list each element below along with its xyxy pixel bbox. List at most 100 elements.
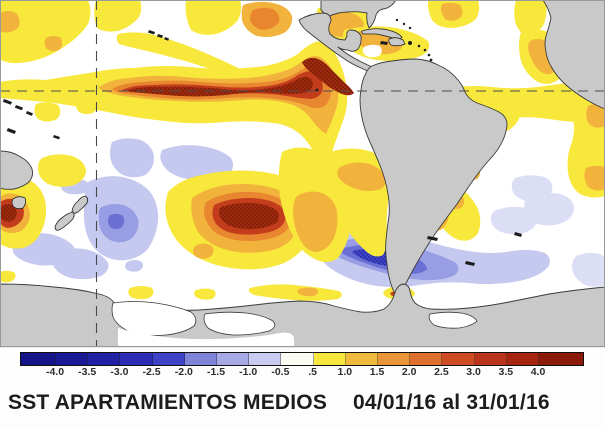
- colorbar-segment: [410, 353, 443, 365]
- colorbar-tick-label: -1.5: [206, 366, 226, 378]
- colorbar-tick-label: -3.5: [78, 366, 97, 378]
- south-georgia: [465, 261, 475, 266]
- ice-shelf-inlet-c: [428, 311, 478, 329]
- colorbar-segment: [474, 353, 507, 365]
- solomon-islands: [2, 99, 12, 105]
- map-canvas: [0, 0, 605, 347]
- caption-row: SST APARTAMIENTOS MEDIOS 04/01/16 al 31/…: [0, 381, 605, 415]
- warm-diagonal-band-north-pacific: [116, 32, 238, 77]
- hawaii-c: [164, 37, 169, 41]
- hawaii-a: [148, 30, 155, 35]
- colorbar-row: -4.0 -3.5 -3.0 -2.5 -2.0 -1.5 -1.0 -0.5 .5 1.0 1.5…: [0, 348, 605, 381]
- cuba: [361, 28, 403, 41]
- colorbar-tick-label: 1.5: [369, 366, 385, 378]
- colorbar-segment: [249, 353, 282, 365]
- sst-anomaly-map: [0, 0, 605, 348]
- warm-west-of-patagonia-core: [293, 191, 338, 252]
- south-pacific-warm-core-stippled: [219, 202, 279, 230]
- lesser-antilles-c: [427, 53, 431, 57]
- ice-shelf-bottom: [118, 328, 294, 347]
- trinidad: [429, 58, 433, 62]
- warm-morocco-offshore: [514, 0, 547, 36]
- colorbar-segment: [345, 353, 378, 365]
- jamaica: [380, 41, 388, 45]
- south-pacific-cold-spot: [108, 213, 125, 229]
- ross-ice-shelf: [111, 301, 197, 336]
- warm-antarctic-coast-b: [128, 286, 154, 300]
- warm-spot-below-south-pacific-blob: [193, 243, 214, 259]
- colorbar-segment: [442, 353, 475, 365]
- colorbar-segment: [152, 353, 185, 365]
- cold-speck-south: [125, 260, 143, 272]
- vanuatu-a: [14, 105, 23, 111]
- colorbar-segment: [539, 353, 583, 365]
- galapagos: [315, 88, 319, 92]
- colorbar: [20, 352, 584, 366]
- north-america-gulf-coast: [320, 0, 397, 29]
- colorbar-segment: [21, 353, 56, 365]
- lesser-antilles-b: [423, 48, 427, 52]
- warm-spot-top-left-b: [44, 36, 63, 52]
- warm-blob-top-center-core: [250, 7, 280, 30]
- fiji: [53, 135, 60, 140]
- colorbar-tick-label: -2.0: [174, 366, 193, 378]
- cold-patch-below-equator-east: [160, 145, 234, 181]
- equatorial-warm-inner: [112, 65, 331, 109]
- cold-patch-brazil-offshore-c: [490, 206, 537, 235]
- colorbar-tick-label: -2.5: [142, 366, 161, 378]
- bahamas-c: [408, 26, 412, 30]
- colorbar-tick-label: 1.0: [337, 366, 353, 378]
- el-nino-core-stippled: [128, 76, 313, 97]
- colorbar-tick-label: -1.0: [239, 366, 258, 378]
- bahamas-b: [402, 22, 406, 26]
- date-range: 04/01/16 al 31/01/16: [353, 391, 550, 414]
- west-africa: [542, 0, 605, 110]
- australia-southeast: [0, 150, 34, 190]
- warm-north-atlantic-top-core: [441, 2, 463, 21]
- lesser-antilles-a: [417, 44, 421, 48]
- bahamas-a: [395, 18, 399, 22]
- falkland-islands: [427, 236, 438, 241]
- warm-patch-coral-sea-a: [34, 102, 61, 122]
- colorbar-segment: [120, 353, 153, 365]
- caribbean-neutral-hole: [362, 44, 382, 58]
- colorbar-tick-label: 3.0: [466, 366, 481, 378]
- gridlines: [0, 0, 605, 347]
- colorbar-tick-label: 3.5: [498, 366, 514, 378]
- colorbar-segment: [281, 353, 314, 365]
- puerto-rico: [408, 41, 412, 45]
- landmasses: [0, 0, 605, 347]
- cold-patch-brazil-offshore-b: [524, 192, 574, 226]
- colorbar-tick-label: -4.0: [45, 366, 65, 378]
- hispaniola: [388, 37, 406, 47]
- warm-top-band-b: [185, 0, 242, 35]
- colorbar-segment: [506, 353, 539, 365]
- cold-blob-south: [52, 248, 109, 280]
- new-zealand-south-island: [54, 211, 75, 231]
- cold-patch-below-equator-west: [110, 138, 154, 178]
- warm-patch-coral-sea-b: [76, 98, 97, 115]
- colorbar-tick-label: 4.0: [530, 366, 546, 378]
- colorbar-tick-label: .5: [308, 366, 317, 378]
- colorbar-segment: [217, 353, 250, 365]
- tasmania: [11, 196, 27, 210]
- ice-shelf-inlet-b: [203, 311, 276, 336]
- colorbar-tick-label: -3.0: [110, 366, 129, 378]
- colorbar-segment: [88, 353, 121, 365]
- warm-antarctic-coast-c: [194, 288, 216, 300]
- colorbar-labels: -4.0 -3.5 -3.0 -2.5 -2.0 -1.5 -1.0 -0.5 .5 1.0 1.5…: [20, 366, 582, 380]
- warm-east-edge-spot-a: [586, 103, 605, 128]
- warm-antarctic-coast-band: [248, 284, 342, 301]
- equatorial-warm-envelope: [0, 41, 348, 168]
- colorbar-segment: [184, 353, 217, 365]
- warm-patch-east-of-australia: [38, 154, 86, 187]
- warm-spot-top-left-a: [0, 11, 20, 33]
- hawaii-b: [157, 34, 163, 38]
- warm-top-left-corner: [0, 0, 91, 64]
- colorbar-segment: [56, 353, 89, 365]
- colorbar-tick-label: 2.5: [434, 366, 449, 378]
- cold-patch-east-edge: [572, 252, 605, 287]
- warm-antarctic-coast-orange: [297, 287, 318, 297]
- tasman-warm-core-stippled: [0, 204, 17, 222]
